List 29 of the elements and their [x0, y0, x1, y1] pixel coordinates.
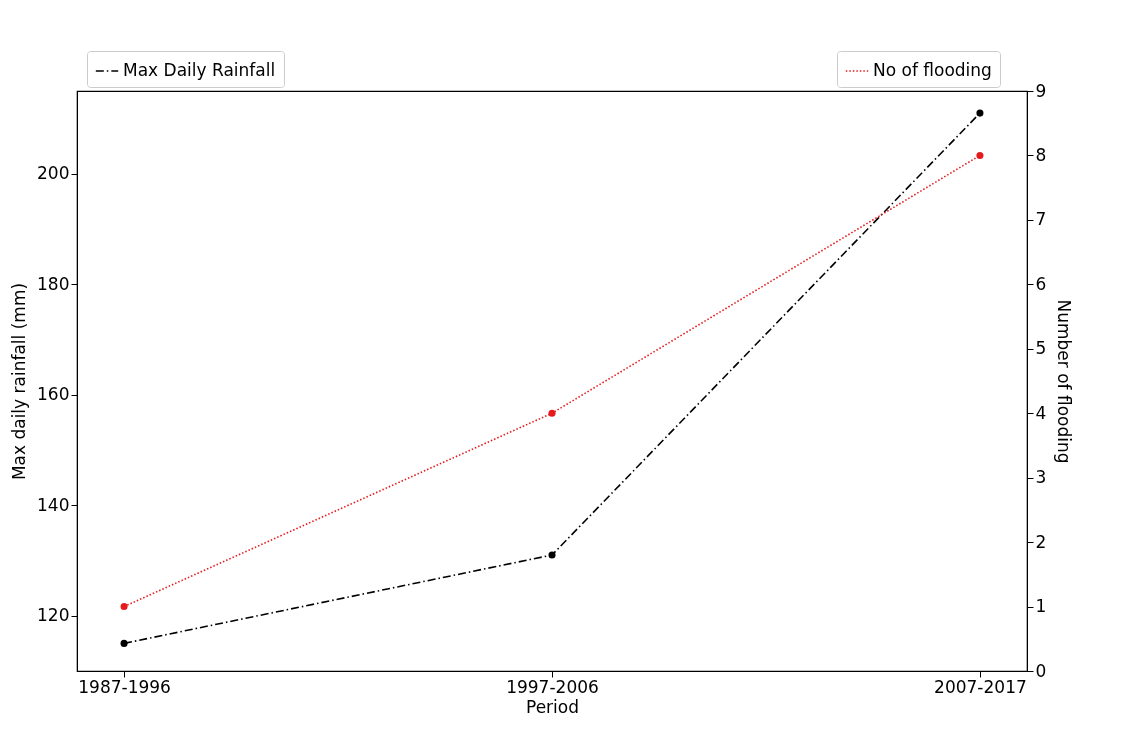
y2-tick-label: 6: [1035, 273, 1047, 294]
y-tick-label: 180: [37, 273, 70, 294]
y2-tick-label: 3: [1035, 467, 1047, 488]
y-tick-label: 200: [37, 163, 70, 184]
y2-tick-label: 8: [1035, 144, 1047, 165]
point: [976, 151, 984, 159]
y2-tick-label: 7: [1035, 209, 1047, 230]
y2-tick-label: 4: [1035, 402, 1047, 423]
legend-label: No of flooding: [873, 60, 992, 80]
x-tick-label: 2007-2017: [934, 676, 1027, 697]
y-axis-title: Max daily rainfall (mm): [9, 282, 30, 481]
y2-tick-label: 2: [1035, 531, 1047, 552]
point: [120, 639, 128, 647]
x-axis-title: Period: [525, 696, 580, 717]
point: [548, 551, 556, 559]
y-tick-label: 160: [37, 384, 70, 405]
y-tick-label: 140: [37, 494, 70, 515]
y-tick-label: 120: [37, 605, 70, 626]
x-tick-label: 1987-1996: [78, 676, 171, 697]
y2-tick-label: 1: [1035, 596, 1047, 617]
point: [120, 603, 128, 611]
x-tick-label: 1997-2006: [506, 676, 599, 697]
y2-tick-label: 5: [1035, 338, 1047, 359]
y2-tick-label: 9: [1035, 80, 1047, 101]
y2-tick-label: 0: [1035, 660, 1047, 681]
point: [548, 409, 556, 417]
y2-axis-title: Number of flooding: [1054, 299, 1075, 464]
legend-label: Max Daily Rainfall: [123, 60, 276, 80]
point: [976, 109, 984, 117]
